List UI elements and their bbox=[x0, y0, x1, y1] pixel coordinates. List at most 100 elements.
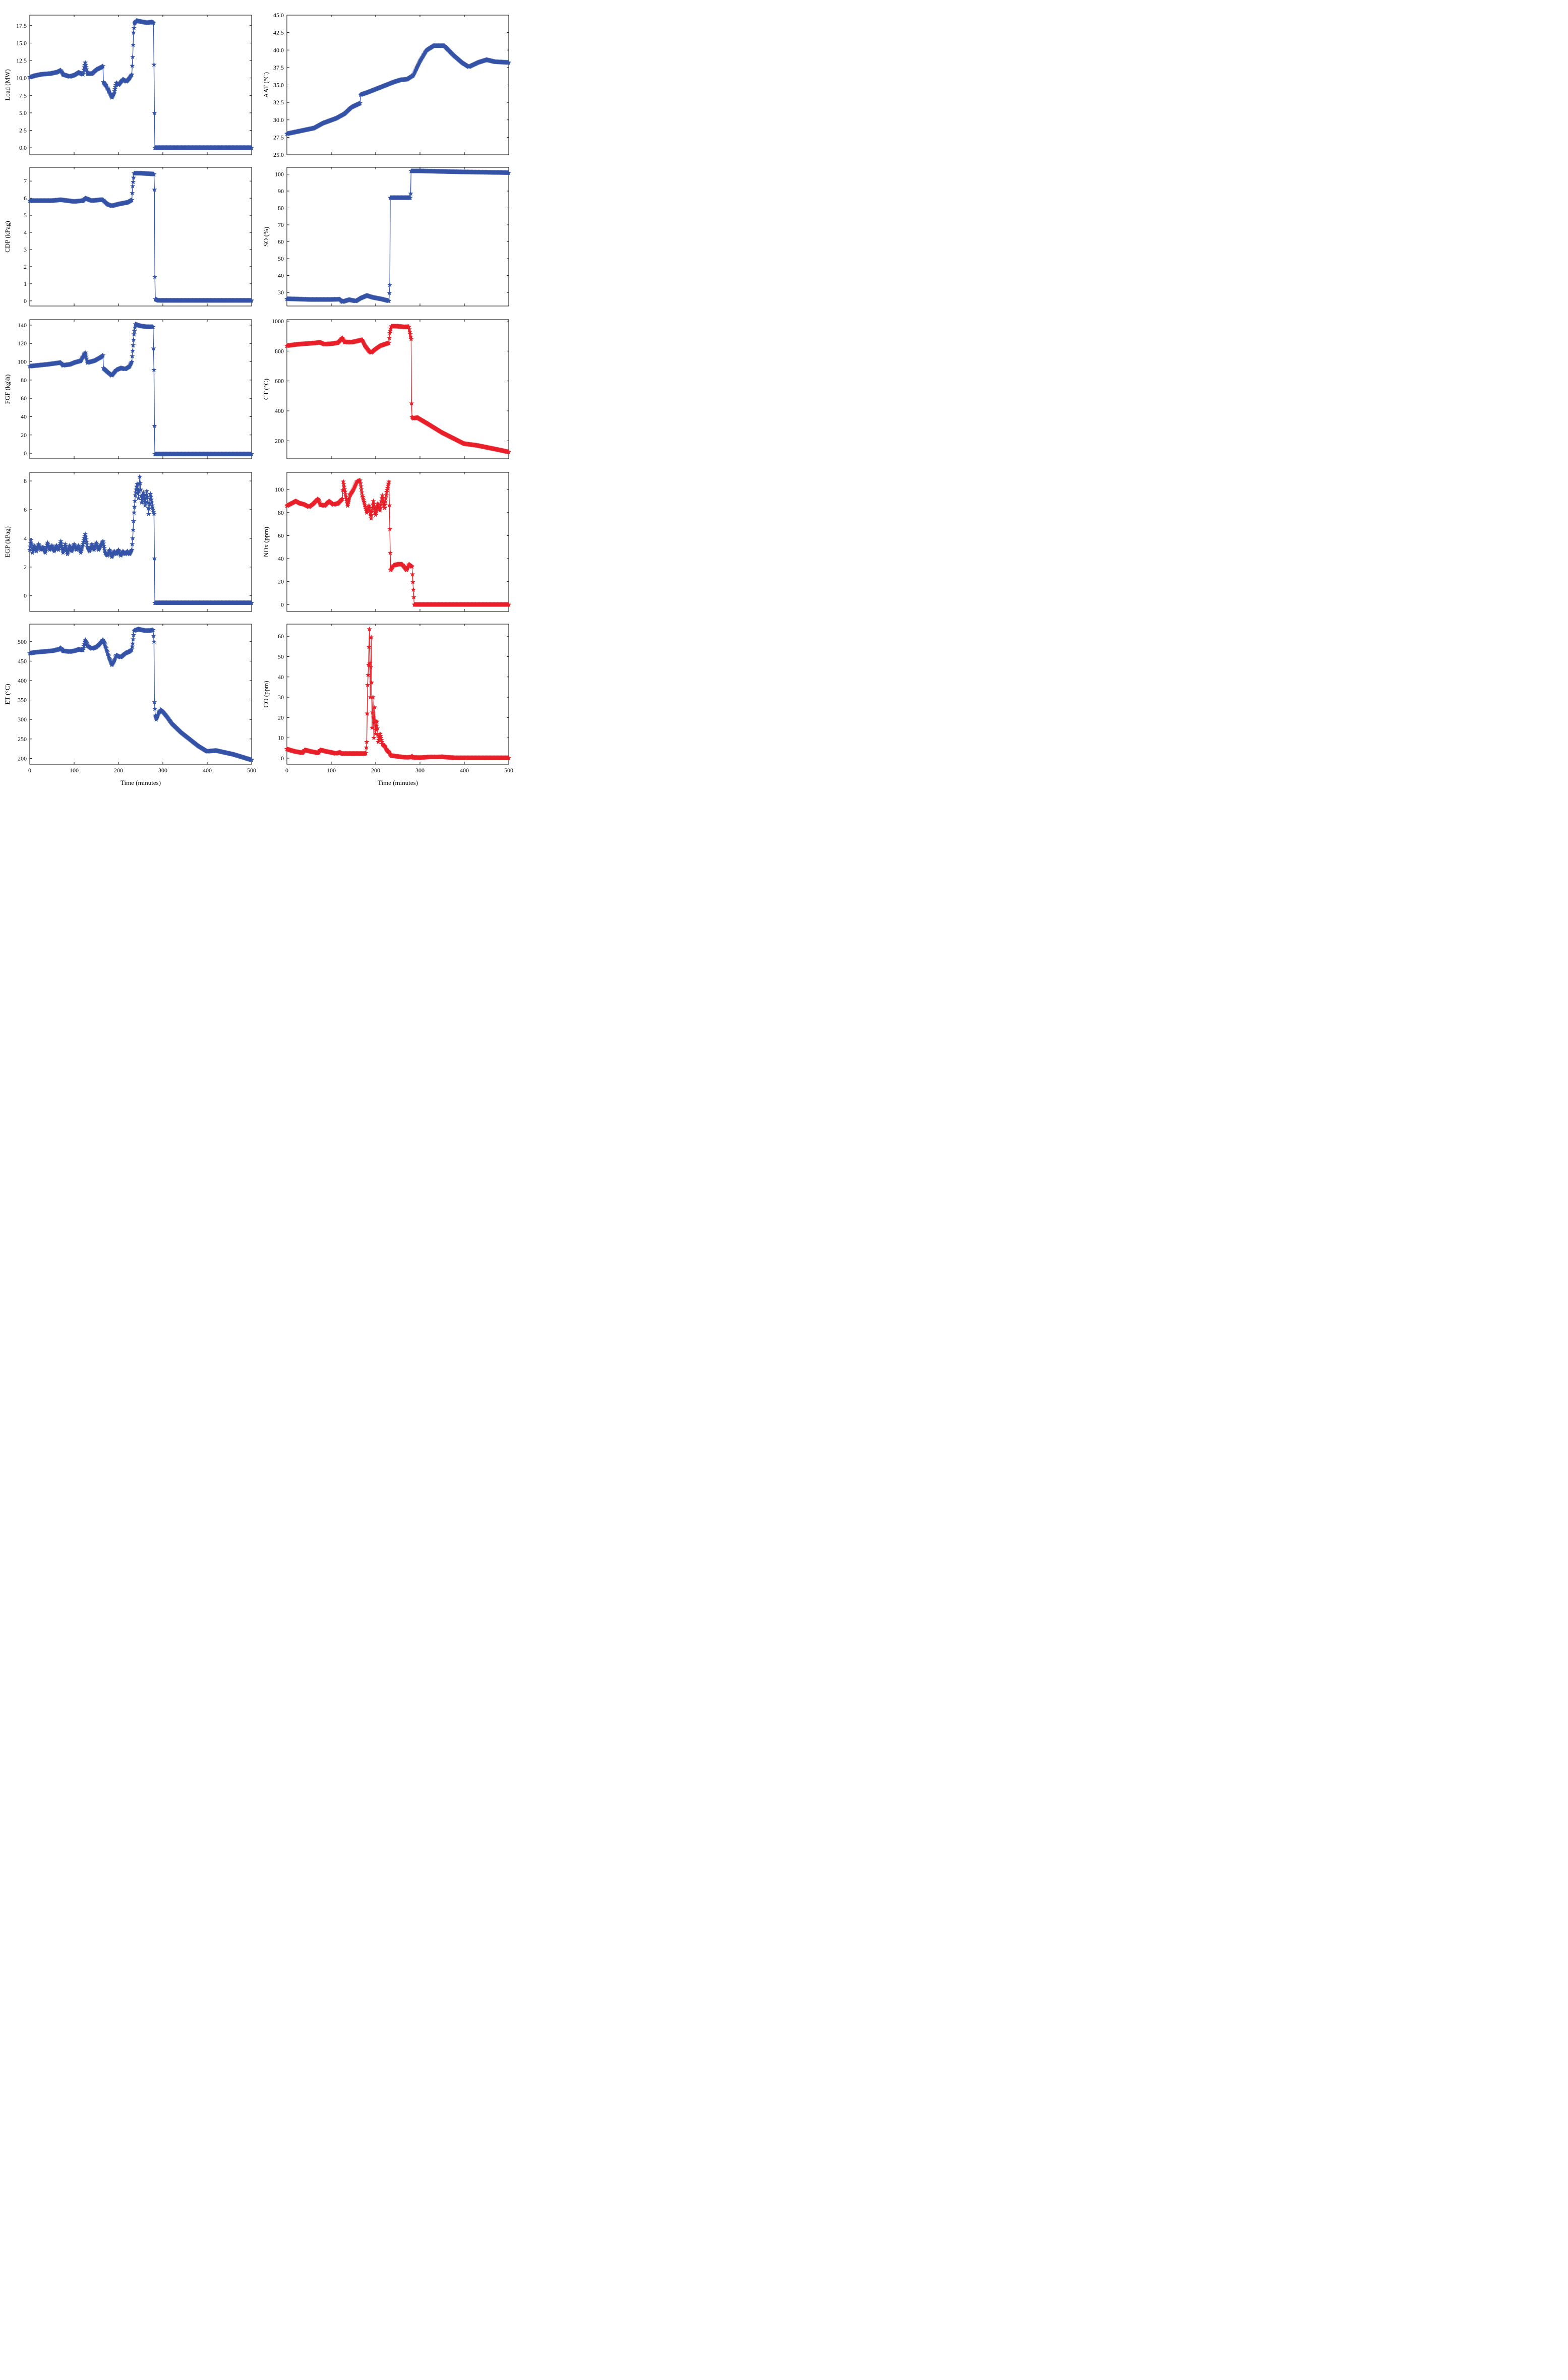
data-point-marker bbox=[357, 480, 364, 486]
data-point-marker bbox=[410, 579, 416, 584]
data-point-marker bbox=[146, 511, 152, 516]
data-point-marker bbox=[100, 352, 106, 358]
y-tick-label: 1000 bbox=[272, 318, 284, 325]
y-tick-label: 2 bbox=[24, 263, 27, 270]
y-tick-label: 0 bbox=[24, 450, 27, 457]
y-tick-label: 5.0 bbox=[19, 109, 27, 116]
y-tick-label: 100 bbox=[275, 170, 284, 177]
data-point-marker bbox=[506, 59, 512, 65]
y-tick-label: 25.0 bbox=[273, 151, 284, 158]
y-tick-label: 50 bbox=[278, 255, 284, 262]
data-point-marker bbox=[151, 62, 157, 67]
y-tick-label: 45.0 bbox=[273, 12, 284, 19]
y-tick-label: 600 bbox=[275, 378, 284, 385]
y-tick-label: 40 bbox=[278, 674, 284, 681]
data-point-marker bbox=[152, 187, 157, 192]
data-point-marker bbox=[29, 541, 34, 546]
data-point-marker bbox=[133, 490, 139, 495]
plot-frame bbox=[286, 624, 509, 765]
x-tick-label: 400 bbox=[203, 767, 212, 774]
series-markers bbox=[27, 170, 255, 303]
plot-frame bbox=[29, 319, 252, 459]
data-point-marker bbox=[82, 531, 88, 536]
data-point-marker bbox=[130, 54, 136, 59]
y-tick-label: 3 bbox=[24, 246, 27, 253]
y-tick-label: 200 bbox=[18, 755, 27, 762]
data-point-marker bbox=[151, 639, 157, 644]
y-tick-label: 400 bbox=[18, 677, 27, 684]
x-tick-label: 100 bbox=[327, 767, 336, 774]
data-point-marker bbox=[130, 342, 136, 348]
data-point-marker bbox=[387, 502, 392, 508]
data-point-marker bbox=[130, 643, 135, 649]
x-tick-label: 0 bbox=[28, 767, 31, 774]
data-point-marker bbox=[144, 488, 150, 494]
data-point-marker bbox=[132, 328, 137, 333]
x-tick-label: 300 bbox=[158, 767, 167, 774]
data-point-marker bbox=[506, 601, 512, 607]
data-point-marker bbox=[342, 486, 347, 492]
series-markers bbox=[27, 626, 255, 762]
y-tick-label: 2 bbox=[24, 564, 27, 571]
y-tick-label: 400 bbox=[275, 407, 284, 414]
y-tick-label: 20 bbox=[21, 432, 27, 439]
series-markers bbox=[284, 43, 512, 136]
data-point-marker bbox=[131, 510, 137, 515]
y-tick-label: 80 bbox=[278, 509, 284, 516]
data-point-marker bbox=[130, 641, 136, 646]
y-tick-label: 4 bbox=[24, 535, 27, 542]
y-axis-label: Load (MW) bbox=[4, 69, 11, 100]
data-point-marker bbox=[100, 63, 106, 69]
data-point-marker bbox=[152, 556, 157, 561]
y-tick-label: 200 bbox=[275, 437, 284, 444]
data-point-marker bbox=[152, 110, 157, 115]
data-point-marker bbox=[130, 183, 136, 189]
y-axis-label: CT (°C) bbox=[262, 379, 270, 400]
data-point-marker bbox=[130, 179, 136, 185]
y-tick-label: 60 bbox=[278, 532, 284, 539]
data-point-marker bbox=[84, 539, 89, 544]
data-point-marker bbox=[129, 72, 135, 77]
data-point-marker bbox=[131, 25, 137, 31]
y-tick-label: 37.5 bbox=[273, 64, 284, 71]
data-point-marker bbox=[131, 174, 137, 180]
x-tick-label: 0 bbox=[285, 767, 288, 774]
y-tick-label: 17.5 bbox=[16, 22, 27, 29]
data-point-marker bbox=[129, 547, 135, 553]
plot-frame bbox=[286, 15, 509, 155]
data-point-marker bbox=[151, 633, 156, 638]
data-point-marker bbox=[382, 502, 388, 507]
y-tick-label: 35.0 bbox=[273, 82, 284, 89]
data-point-marker bbox=[359, 490, 365, 495]
y-tick-label: 10.0 bbox=[16, 75, 27, 82]
chart-panel-et: 0 100 200 300 400 500200250300350400450500ET … bbox=[4, 624, 256, 774]
y-tick-label: 140 bbox=[18, 322, 27, 329]
data-point-marker bbox=[130, 63, 135, 68]
chart-panel-aat: 25.027.530.032.535.037.540.042.545.0AAT … bbox=[262, 12, 512, 158]
y-tick-label: 100 bbox=[18, 358, 27, 365]
data-point-marker bbox=[249, 451, 255, 457]
data-point-marker bbox=[411, 594, 416, 599]
plot-frame bbox=[29, 624, 252, 765]
data-point-marker bbox=[358, 483, 364, 489]
data-point-marker bbox=[407, 195, 413, 200]
data-point-marker bbox=[129, 359, 135, 364]
data-point-marker bbox=[409, 571, 415, 577]
data-point-marker bbox=[148, 494, 154, 499]
x-tick-label: 300 bbox=[415, 767, 425, 774]
series-markers bbox=[27, 321, 255, 457]
data-point-marker bbox=[357, 477, 363, 483]
y-tick-label: 42.5 bbox=[273, 29, 284, 36]
y-tick-label: 450 bbox=[18, 657, 27, 664]
data-point-marker bbox=[151, 171, 157, 177]
data-point-marker bbox=[131, 30, 137, 35]
data-point-marker bbox=[379, 493, 385, 498]
data-point-marker bbox=[386, 298, 392, 303]
data-point-marker bbox=[132, 498, 138, 504]
data-point-marker bbox=[146, 506, 152, 511]
y-tick-label: 2.5 bbox=[19, 127, 27, 134]
y-axis-label: FGF (kg\h) bbox=[4, 375, 11, 404]
